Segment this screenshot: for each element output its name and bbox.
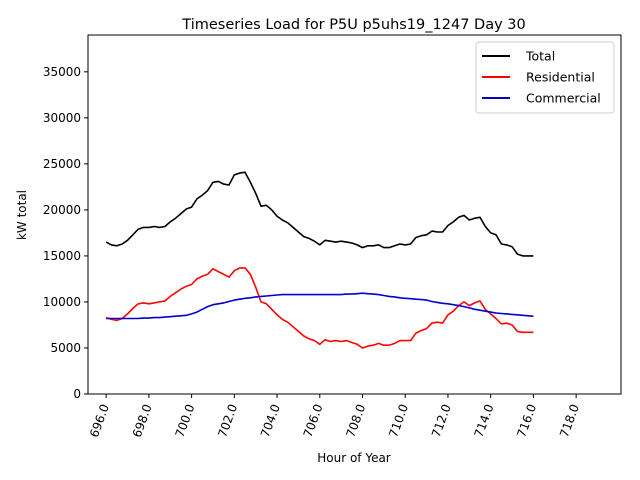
y-tick-label: 20000: [43, 203, 81, 217]
y-tick-label: 10000: [43, 295, 81, 309]
legend: Total Residential Commercial: [475, 41, 615, 114]
plot-frame: [87, 34, 622, 395]
series-lines: [105, 171, 534, 349]
series-line-commercial: [106, 292, 534, 320]
legend-entry: Commercial: [526, 91, 601, 106]
legend-entry: Residential: [526, 70, 595, 85]
y-tick-label: 25000: [43, 157, 81, 171]
y-axis-ticks: 0 5000 10000 15000 20000 25000 30000 35000: [43, 65, 88, 401]
y-tick-label: 5000: [50, 341, 81, 355]
y-tick-label: 15000: [43, 249, 81, 263]
y-axis-label: kW total: [15, 190, 29, 240]
series-line-residential: [105, 267, 534, 349]
chart-title: Timeseries Load for P5U p5uhs19_1247 Day…: [181, 17, 525, 33]
y-tick-label: 35000: [43, 65, 81, 79]
legend-entry: Total: [525, 49, 555, 64]
legend-box: [475, 41, 615, 114]
x-axis-label: Hour of Year: [317, 451, 391, 465]
y-tick-label: 0: [73, 387, 81, 401]
series-line-total: [105, 171, 534, 257]
y-tick-label: 30000: [43, 111, 81, 125]
